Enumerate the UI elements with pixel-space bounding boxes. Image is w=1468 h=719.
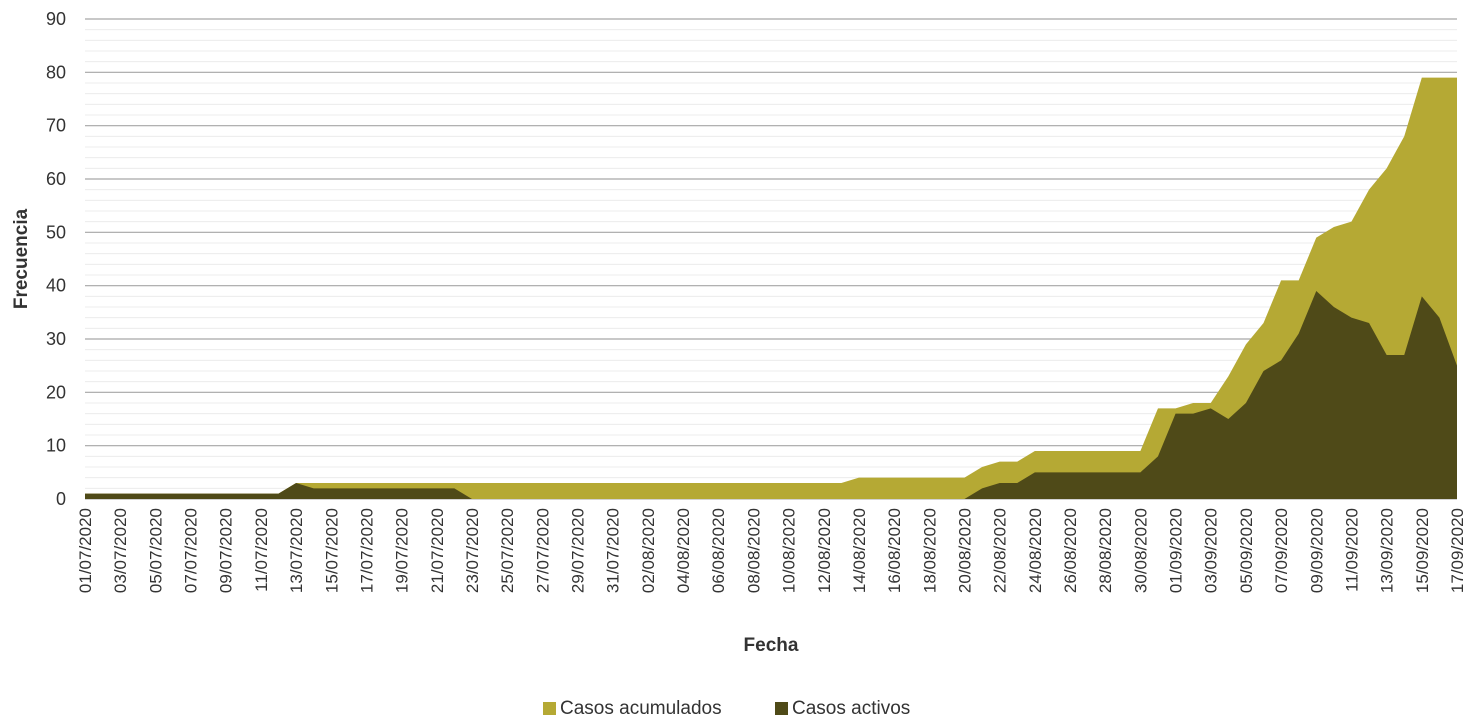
x-tick-label: 16/08/2020: [885, 508, 904, 593]
y-axis-tick-labels: 0 10 20 30 40 50 60 70 80 90: [46, 9, 66, 509]
x-tick-label: 06/08/2020: [709, 508, 728, 593]
x-tick-label: 12/08/2020: [815, 508, 834, 593]
x-tick-label: 02/08/2020: [639, 508, 658, 593]
legend-swatch-casos-activos: [775, 702, 788, 715]
x-tick-label: 29/07/2020: [569, 508, 588, 593]
y-tick-label: 40: [46, 276, 66, 296]
x-tick-label: 14/08/2020: [850, 508, 869, 593]
x-tick-label: 07/09/2020: [1272, 508, 1291, 593]
x-tick-label: 01/09/2020: [1167, 508, 1186, 593]
x-tick-label: 20/08/2020: [955, 508, 974, 593]
x-tick-label: 25/07/2020: [498, 508, 517, 593]
x-tick-label: 07/07/2020: [182, 508, 201, 593]
legend-label-casos-activos: Casos activos: [792, 698, 910, 719]
x-tick-label: 18/08/2020: [920, 508, 939, 593]
x-tick-label: 05/09/2020: [1237, 508, 1256, 593]
x-tick-label: 31/07/2020: [604, 508, 623, 593]
x-tick-label: 09/09/2020: [1307, 508, 1326, 593]
y-tick-label: 60: [46, 169, 66, 189]
x-tick-label: 13/07/2020: [287, 508, 306, 593]
y-tick-label: 30: [46, 329, 66, 349]
y-tick-label: 0: [56, 489, 66, 509]
y-axis-title: Frecuencia: [11, 208, 32, 309]
x-tick-label: 22/08/2020: [991, 508, 1010, 593]
x-tick-label: 30/08/2020: [1131, 508, 1150, 593]
x-tick-label: 17/09/2020: [1448, 508, 1467, 593]
legend-swatch-casos-acumulados: [543, 702, 556, 715]
y-tick-label: 90: [46, 9, 66, 29]
y-tick-label: 10: [46, 436, 66, 456]
minor-gridlines: [85, 29, 1457, 489]
x-tick-label: 17/07/2020: [357, 508, 376, 593]
x-tick-label: 15/07/2020: [322, 508, 341, 593]
x-tick-label: 19/07/2020: [393, 508, 412, 593]
x-axis-title: Fecha: [744, 635, 799, 656]
x-tick-label: 13/09/2020: [1378, 508, 1397, 593]
x-tick-label: 03/09/2020: [1202, 508, 1221, 593]
x-tick-label: 24/08/2020: [1026, 508, 1045, 593]
x-axis-tick-labels: 01/07/2020 03/07/2020 05/07/2020 07/07/2020…: [76, 508, 1467, 593]
legend-label-casos-acumulados: Casos acumulados: [560, 698, 722, 719]
x-tick-label: 21/07/2020: [428, 508, 447, 593]
y-tick-label: 50: [46, 222, 66, 242]
y-tick-label: 20: [46, 382, 66, 402]
series-area-casos-activos: [85, 291, 1457, 499]
x-tick-label: 26/08/2020: [1061, 508, 1080, 593]
x-tick-label: 10/08/2020: [780, 508, 799, 593]
x-tick-label: 15/09/2020: [1413, 508, 1432, 593]
legend: Casos acumulados Casos activos: [543, 698, 910, 719]
x-tick-label: 23/07/2020: [463, 508, 482, 593]
x-tick-label: 08/08/2020: [744, 508, 763, 593]
series-areas: [85, 77, 1457, 500]
y-tick-label: 70: [46, 116, 66, 136]
x-tick-label: 04/08/2020: [674, 508, 693, 593]
x-tick-label: 09/07/2020: [217, 508, 236, 593]
x-tick-label: 11/09/2020: [1342, 508, 1361, 592]
y-tick-label: 80: [46, 62, 66, 82]
x-tick-label: 01/07/2020: [76, 508, 95, 593]
x-tick-label: 27/07/2020: [533, 508, 552, 593]
x-tick-label: 11/07/2020: [252, 508, 271, 592]
x-tick-label: 05/07/2020: [146, 508, 165, 593]
x-tick-label: 03/07/2020: [111, 508, 130, 593]
x-tick-label: 28/08/2020: [1096, 508, 1115, 593]
